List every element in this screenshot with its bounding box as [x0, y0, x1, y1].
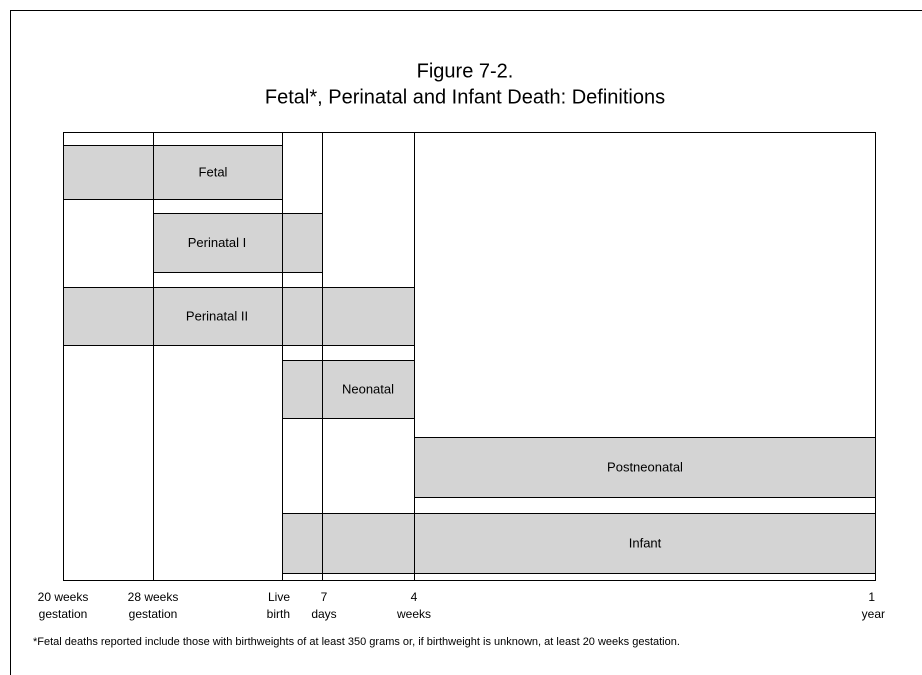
- axis-label: 20 weeks: [38, 590, 89, 604]
- frame: [10, 10, 922, 675]
- axis-label: gestation: [39, 607, 88, 621]
- footnote: *Fetal deaths reported include those wit…: [33, 636, 680, 648]
- bar-label: Fetal: [199, 164, 228, 179]
- axis-label: 7: [321, 590, 328, 604]
- bar-label: Perinatal II: [186, 308, 248, 323]
- axis-label: Live: [268, 590, 290, 604]
- bar-label: Neonatal: [342, 381, 394, 396]
- axis-label: birth: [267, 607, 290, 621]
- bar-label: Postneonatal: [607, 459, 683, 474]
- bar-label: Perinatal I: [188, 235, 247, 250]
- axis-label: weeks: [396, 607, 431, 621]
- axis-label: gestation: [129, 607, 178, 621]
- axis-label: 1: [868, 590, 875, 604]
- bar: [63, 145, 283, 200]
- axis-label: days: [311, 607, 336, 621]
- axis-label: 28 weeks: [128, 590, 179, 604]
- bar: [63, 287, 415, 346]
- title-line: Figure 7-2.: [417, 60, 514, 82]
- title-line: Fetal*, Perinatal and Infant Death: Defi…: [265, 86, 665, 108]
- axis-label: 4: [411, 590, 418, 604]
- axis-label: year: [862, 607, 885, 621]
- bar: [414, 437, 876, 498]
- bar: [282, 513, 876, 574]
- bar-label: Infant: [629, 535, 662, 550]
- plot-frame: [63, 132, 876, 581]
